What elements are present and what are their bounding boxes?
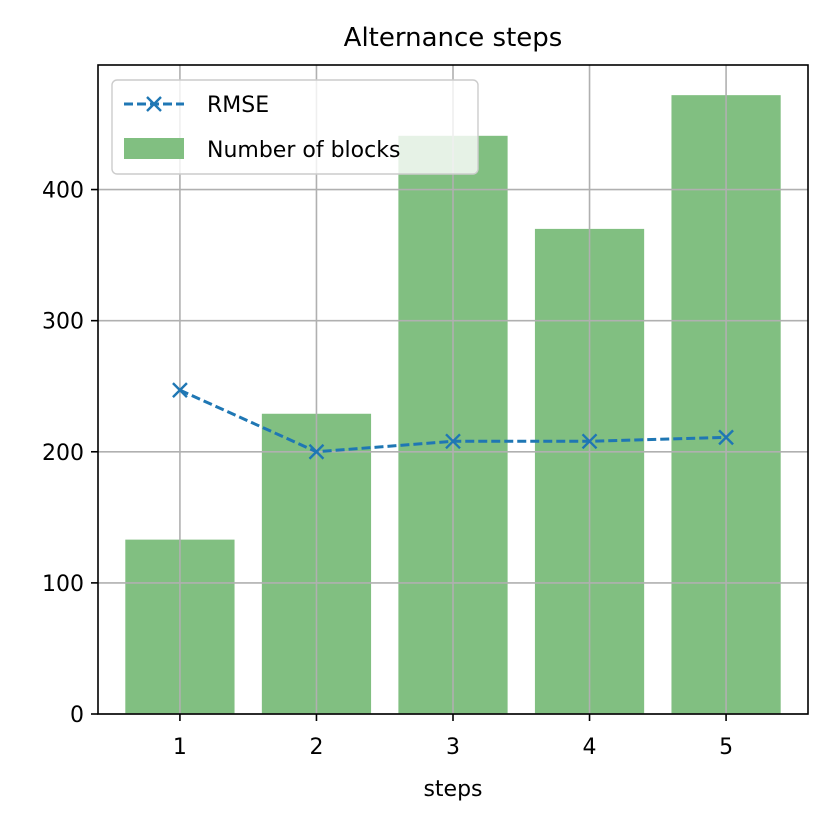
rmse-line bbox=[172, 382, 734, 460]
y-tick-label-300: 300 bbox=[42, 310, 84, 335]
rmse-point-4 bbox=[581, 433, 598, 450]
y-tick-label-0: 0 bbox=[70, 703, 84, 728]
legend-blocks-label: Number of blocks bbox=[207, 138, 400, 163]
x-tick-label-4: 4 bbox=[583, 735, 597, 760]
legend-blocks-swatch bbox=[124, 138, 184, 159]
x-tick-label-5: 5 bbox=[719, 735, 733, 760]
x-tick-label-2: 2 bbox=[309, 735, 323, 760]
ticks: 1 2 3 4 5 0 100 200 300 400 bbox=[42, 179, 733, 760]
rmse-point-5 bbox=[718, 429, 734, 446]
rmse-point-2 bbox=[308, 443, 325, 460]
legend-rmse-label: RMSE bbox=[207, 93, 269, 118]
rmse-point-1 bbox=[172, 382, 188, 399]
x-axis-label: steps bbox=[423, 777, 482, 802]
y-tick-label-100: 100 bbox=[42, 572, 84, 597]
legend-box bbox=[111, 79, 479, 175]
legend: RMSE Number of blocks bbox=[111, 79, 479, 175]
rmse-point-3 bbox=[445, 433, 461, 450]
x-tick-label-1: 1 bbox=[173, 735, 187, 760]
legend-rmse-marker bbox=[146, 96, 162, 112]
chart-title: Alternance steps bbox=[344, 23, 563, 53]
y-tick-label-400: 400 bbox=[42, 179, 84, 204]
y-tick-label-200: 200 bbox=[42, 441, 84, 466]
x-tick-label-3: 3 bbox=[446, 735, 460, 760]
